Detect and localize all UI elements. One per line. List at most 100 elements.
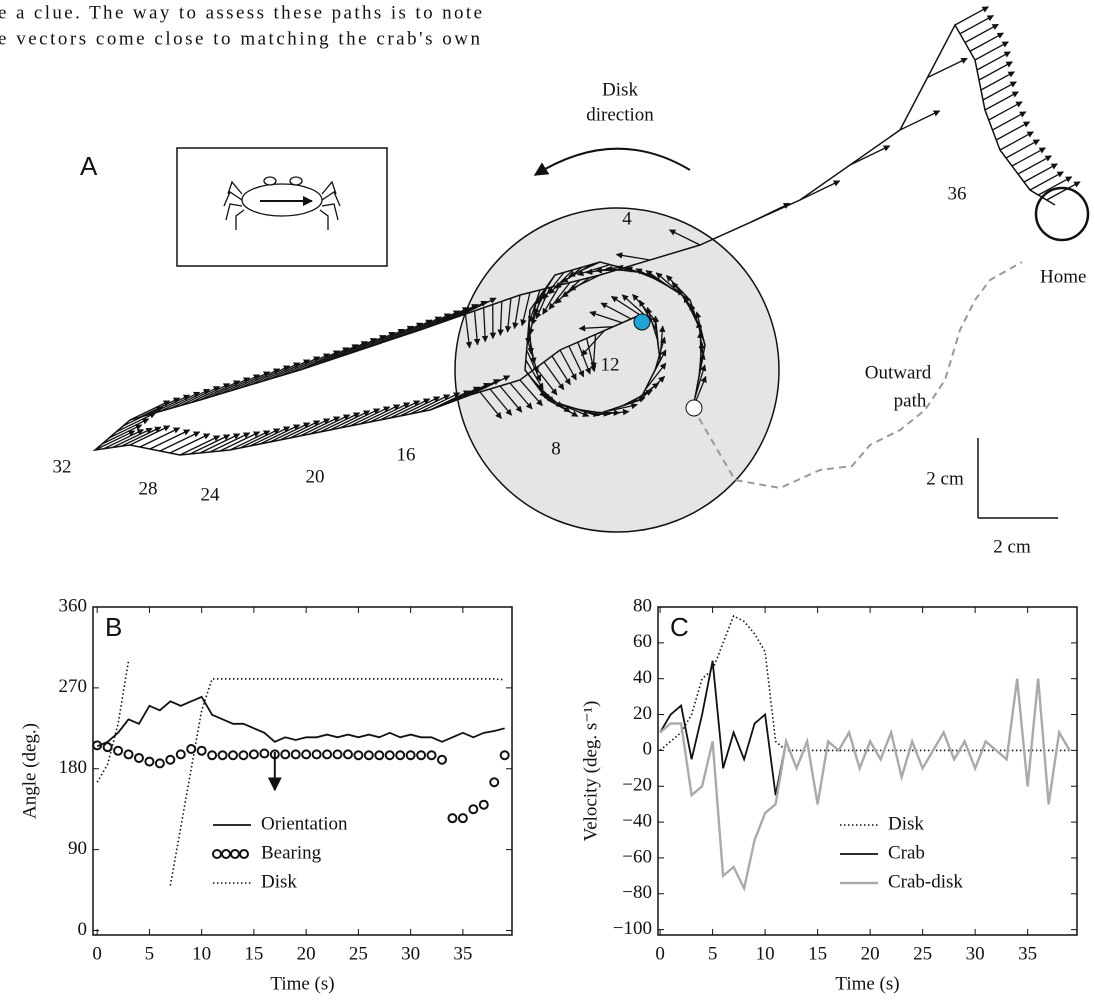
heading-arrow — [976, 51, 1011, 71]
legend-swatch — [221, 849, 231, 859]
chart: 0 5 10 15 20 25 30 35 −100 −80 −60 −40 −20 0 20 40 60 80 T… — [580, 595, 1078, 994]
track-number: 12 — [601, 354, 620, 375]
track-number: 28 — [139, 478, 158, 499]
y-tick-label: −80 — [622, 882, 652, 903]
heading-arrow — [410, 313, 451, 334]
panel-label: A — [80, 151, 98, 181]
heading-arrow — [120, 426, 162, 447]
x-tick-label: 5 — [145, 943, 155, 964]
heading-arrow — [169, 388, 211, 410]
heading-arrow — [1023, 163, 1058, 183]
data-point — [123, 749, 134, 760]
track — [92, 6, 1081, 456]
heading-arrow — [299, 350, 341, 371]
heading-arrow — [652, 315, 660, 351]
plot-frame — [657, 606, 1078, 936]
heading-arrow — [355, 331, 396, 353]
heading-arrow — [639, 376, 666, 401]
heading-arrow — [289, 418, 331, 439]
heading-arrow — [349, 406, 391, 427]
outward-path — [692, 261, 1023, 490]
heading-arrow — [199, 433, 241, 454]
data-point — [228, 750, 239, 761]
heading-arrow — [269, 422, 311, 443]
data-point — [165, 754, 176, 765]
heading-arrow — [108, 418, 150, 439]
heading-arrow — [489, 388, 513, 416]
heading-arrow — [992, 111, 1027, 131]
heading-arrow — [499, 385, 523, 413]
data-point — [217, 750, 228, 761]
y-tick-label: 40 — [633, 667, 652, 688]
series-line — [96, 660, 505, 886]
legend-label: Crab-disk — [888, 871, 963, 892]
track-number: 4 — [622, 208, 632, 229]
track-number: 32 — [53, 456, 72, 477]
x-tick-label: 15 — [808, 943, 827, 964]
heading-arrow — [373, 325, 415, 346]
heading-arrow — [594, 408, 630, 416]
track-number: 20 — [306, 466, 325, 487]
heading-arrow — [964, 23, 999, 44]
heading-arrow — [578, 324, 614, 332]
data-point — [395, 750, 406, 761]
x-tick-label: 30 — [966, 943, 985, 964]
track-number: 24 — [201, 484, 221, 505]
y-tick-label: −60 — [622, 846, 652, 867]
heading-arrow — [329, 410, 371, 431]
heading-arrow — [520, 292, 531, 327]
x-tick-label: 10 — [756, 943, 775, 964]
heading-arrow — [429, 390, 471, 411]
data-point — [154, 758, 165, 769]
data-point — [290, 749, 301, 760]
panel-label: C — [670, 612, 689, 642]
heading-arrow — [179, 385, 221, 407]
heading-arrow — [527, 373, 551, 401]
heading-arrow — [115, 412, 157, 433]
data-point — [133, 752, 144, 763]
heading-arrow — [159, 431, 201, 452]
x-axis-label: Time (s) — [270, 973, 334, 994]
heading-arrow — [1046, 181, 1081, 201]
heading-arrow — [543, 361, 565, 391]
track-number: 16 — [397, 444, 416, 465]
x-tick-label: 35 — [453, 943, 472, 964]
heading-arrow — [419, 310, 461, 331]
heading-arrow — [899, 110, 941, 131]
x-tick-label: 20 — [861, 943, 880, 964]
heading-arrow — [259, 362, 301, 383]
heading-arrow — [1029, 171, 1064, 191]
heading-arrow — [519, 379, 543, 407]
x-tick-label: 30 — [401, 943, 420, 964]
heading-arrow — [655, 272, 683, 296]
heading-arrow — [239, 368, 281, 389]
end-dot — [685, 399, 703, 417]
x-tick-label: 5 — [708, 943, 718, 964]
heading-arrow — [988, 101, 1023, 121]
legend-label: Disk — [261, 871, 297, 892]
heading-arrow — [359, 404, 401, 425]
body-text: e a clue. The way to assess these paths … — [0, 2, 482, 23]
heading-arrow — [239, 428, 281, 449]
heading-arrow — [577, 341, 591, 375]
heading-arrow — [149, 429, 191, 450]
body-text: e vectors come close to matching the cra… — [0, 28, 480, 49]
heading-arrow — [554, 266, 583, 289]
data-point — [196, 745, 207, 756]
heading-arrow — [557, 402, 590, 417]
heading-arrow — [279, 420, 321, 441]
legend-swatch — [212, 849, 222, 859]
heading-arrow — [446, 300, 488, 322]
heading-arrow — [632, 293, 656, 321]
data-point — [113, 745, 124, 756]
data-point — [457, 813, 468, 824]
heading-arrow — [644, 362, 667, 391]
heading-arrow — [345, 334, 387, 356]
heading-arrow — [299, 416, 341, 437]
heading-arrow — [139, 397, 181, 418]
series-line — [96, 695, 505, 748]
heading-arrow — [389, 398, 431, 419]
heading-arrow — [659, 325, 666, 361]
heading-arrow — [219, 374, 261, 395]
heading-arrow — [576, 263, 611, 277]
